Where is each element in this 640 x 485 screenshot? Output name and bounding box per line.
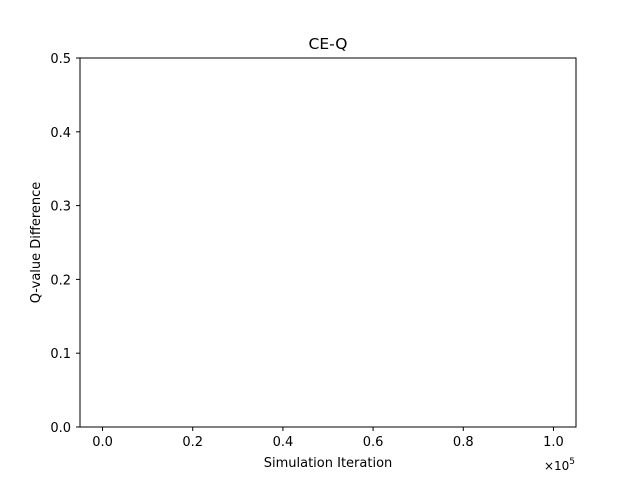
y-axis-ticks: 0.0 0.1 0.2 0.3 0.4 0.5: [50, 52, 80, 436]
x-tick-label: 0.2: [182, 435, 203, 450]
y-tick-label: 0.2: [50, 273, 71, 288]
x-tick-label: 0.8: [453, 435, 474, 450]
y-tick-label: 0.4: [50, 126, 71, 141]
y-tick-label: 0.3: [50, 200, 71, 215]
x-axis-offset-label: ×105: [544, 457, 575, 473]
x-offset-base: ×10: [544, 459, 569, 473]
y-tick-label: 0.1: [50, 347, 71, 362]
y-tick-label: 0.5: [50, 52, 71, 67]
x-axis-ticks: 0.0 0.2 0.4 0.6 0.8 1.0: [92, 427, 564, 450]
x-tick-label: 0.4: [273, 435, 294, 450]
y-axis-label: Q-value Difference: [29, 182, 44, 304]
x-axis-label: Simulation Iteration: [264, 456, 393, 471]
x-tick-label: 1.0: [543, 435, 564, 450]
y-tick-label: 0.0: [50, 421, 71, 436]
x-tick-label: 0.6: [363, 435, 384, 450]
x-offset-exponent: 5: [569, 457, 575, 467]
plot-area-frame: [79, 57, 577, 428]
chart-title: CE-Q: [309, 35, 348, 53]
x-tick-label: 0.0: [92, 435, 113, 450]
